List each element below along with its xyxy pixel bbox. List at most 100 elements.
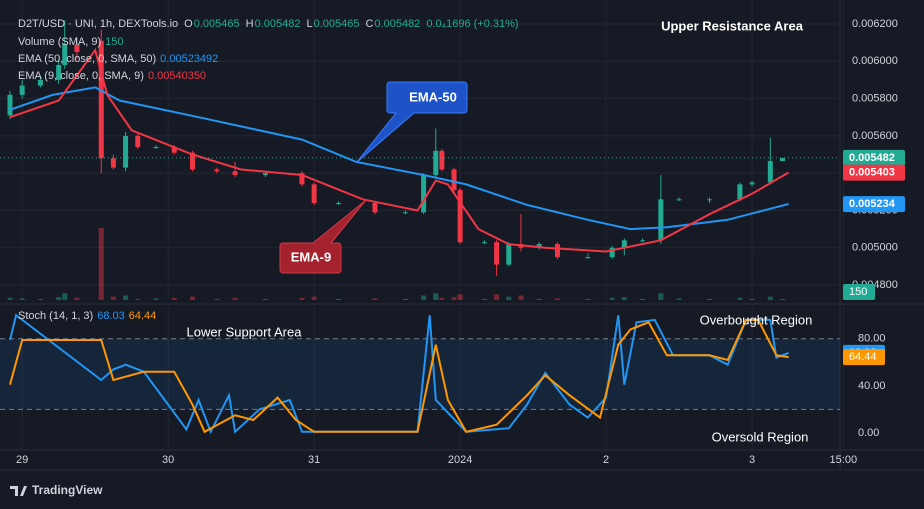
candle-body (19, 85, 25, 95)
candle-body (123, 135, 129, 168)
volume-bar (153, 298, 159, 300)
callout-ema9 (279, 199, 367, 274)
candle-body (767, 161, 773, 183)
candle-body (554, 244, 560, 258)
y-tick-label: 0.006200 (852, 18, 898, 30)
candle-body (402, 212, 408, 214)
volume-bar (585, 298, 591, 300)
footer: TradingView (32, 483, 103, 497)
volume-bar (214, 298, 220, 300)
candle-body (372, 203, 378, 213)
candle-body (7, 94, 13, 116)
volume-badge (843, 284, 875, 300)
volume-bar (481, 298, 487, 300)
candle-body (658, 199, 664, 241)
price-badge (843, 164, 905, 181)
x-tick-label: 2024 (448, 454, 472, 466)
volume-bar (707, 298, 712, 300)
volume-bar (299, 297, 305, 300)
legend-ohlc-value: 0.005465 (314, 18, 360, 30)
annotation: Lower Support Area (187, 324, 303, 339)
volume-bar (749, 298, 755, 300)
volume-bar (171, 297, 177, 300)
candle-body (749, 182, 755, 185)
y-tick-label: 0.005800 (852, 92, 898, 104)
candle-body (299, 173, 305, 185)
volume-bar (737, 297, 743, 300)
candle-body (335, 203, 341, 205)
annotation: EMA-9 (291, 249, 331, 264)
legend-ohlc-label: O (184, 18, 193, 30)
volume-bar (262, 298, 268, 300)
volume-bar (402, 298, 408, 300)
candle-body (779, 157, 785, 162)
volume-bar (335, 298, 341, 300)
legend-ohlc-label: H (246, 18, 254, 30)
legend-change: 0.0₄1696 (+0.31%) (426, 18, 518, 30)
annotation: EMA-50 (409, 89, 457, 104)
candle-body (135, 135, 141, 148)
y-tick-label: 0.006000 (852, 55, 898, 67)
volume-bar (494, 294, 500, 300)
volume-bar (433, 293, 439, 300)
candle-body (621, 240, 627, 248)
volume-bar (98, 228, 104, 300)
legend-text: 0.00523492 (160, 53, 218, 65)
y-tick-label: 0.005000 (852, 242, 898, 254)
series-line (9, 86, 789, 231)
legend-text: 64.44 (129, 310, 157, 322)
candle-body (214, 169, 220, 172)
y-tick-label: 0.00 (858, 427, 879, 439)
candle-body (110, 158, 116, 168)
series-line (9, 318, 789, 434)
legend-text: 150 (105, 36, 123, 48)
x-tick-label: 31 (308, 454, 320, 466)
price-badge-label: 0.005482 (849, 152, 895, 164)
volume-bar (676, 298, 682, 300)
candle-body (737, 184, 743, 200)
candle-body (189, 152, 195, 170)
candle-body (707, 199, 712, 201)
y-tick-label: 0.005600 (852, 130, 898, 142)
legend-ohlc-value: 0.005482 (255, 18, 301, 30)
volume-bar (311, 296, 317, 300)
stoch-band (0, 338, 840, 410)
volume-bar (19, 298, 25, 300)
volume-bar (518, 295, 524, 300)
legend-text: 68.03 (97, 310, 125, 322)
candle-body (153, 147, 159, 149)
legend-ohlc-label: L (306, 18, 312, 30)
volume-bar (135, 298, 141, 300)
annotation: Upper Resistance Area (661, 18, 804, 33)
candle-body (262, 173, 268, 176)
volume-bar (421, 295, 427, 300)
legend-text: EMA (9, close, 0, SMA, 9) (18, 70, 144, 82)
volume-bar (621, 297, 627, 300)
candle-body (451, 169, 457, 190)
volume-bar (779, 298, 785, 300)
candle-body (56, 65, 62, 80)
candle-body (536, 244, 542, 248)
volume-bar (609, 297, 615, 300)
volume-bar (536, 298, 542, 300)
stoch-badge-label: 64.44 (849, 351, 877, 363)
legend-ohlc-value: 0.005465 (194, 18, 240, 30)
volume-bar (7, 297, 13, 300)
tv-logo (10, 486, 27, 496)
volume-bar (37, 298, 43, 300)
candle-body (457, 189, 463, 243)
callout-ema50 (355, 81, 468, 164)
x-tick-label: 15:00 (830, 454, 858, 466)
candle-body (640, 240, 646, 242)
legend-title: D2T/USD · UNI, 1h, DEXTools.io (18, 18, 178, 30)
candle-body (74, 44, 80, 52)
x-tick-label: 2 (603, 454, 609, 466)
volume-bar (658, 293, 664, 300)
candle-body (232, 171, 238, 176)
candle-body (311, 184, 317, 204)
legend-text: EMA (50, close, 0, SMA, 50) (18, 53, 156, 65)
volume-bar (506, 296, 512, 300)
price-badge (843, 149, 905, 166)
volume-bar (457, 294, 463, 300)
candle-body (37, 79, 43, 86)
